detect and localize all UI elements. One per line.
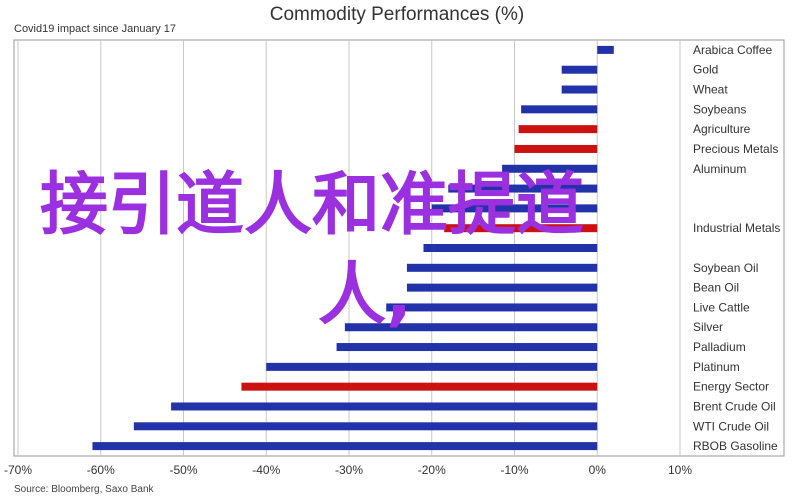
category-label: Gold xyxy=(693,63,718,77)
bar xyxy=(561,65,598,74)
bar xyxy=(344,323,598,332)
x-tick-label: -10% xyxy=(500,463,528,477)
category-label: Platinum xyxy=(693,360,740,374)
category-label: Industrial Metals xyxy=(693,221,780,235)
grid-lines xyxy=(13,39,785,457)
category-label: Bean Oil xyxy=(693,281,739,295)
x-tick-label: -60% xyxy=(87,463,115,477)
overlay-text-line2: 人, xyxy=(318,256,412,335)
bar xyxy=(423,244,598,252)
category-label: Agriculture xyxy=(693,122,751,136)
x-tick-label: -40% xyxy=(252,463,280,477)
bar xyxy=(444,224,598,233)
x-tick-label: -50% xyxy=(169,463,197,477)
bar xyxy=(561,85,598,94)
bar xyxy=(431,204,598,213)
category-label: Precious Metals xyxy=(693,142,778,156)
bar xyxy=(514,144,598,153)
x-tick-label: -30% xyxy=(335,463,363,477)
x-tick-label: -70% xyxy=(4,463,32,477)
category-label: Silver xyxy=(693,320,723,334)
bar xyxy=(502,164,598,173)
bar xyxy=(92,442,598,451)
category-labels: Arabica Coffee Gold Wheat Soybeans Agricultu… xyxy=(693,43,780,453)
x-tick-label: 10% xyxy=(668,463,692,477)
x-tick-label: -20% xyxy=(418,463,446,477)
bars xyxy=(92,45,614,451)
chart-title: Commodity Performances (%) xyxy=(269,4,525,25)
bar xyxy=(518,125,598,134)
category-label: WTI Crude Oil xyxy=(693,419,769,433)
x-axis-ticks: -70% -60% -50% -40% -30% -20% -10% 0% 10% xyxy=(4,463,692,477)
bar xyxy=(521,105,598,114)
bar xyxy=(266,362,598,371)
category-label: Palladium xyxy=(693,340,746,354)
bar xyxy=(386,303,598,312)
category-label: Soybean Oil xyxy=(693,261,758,275)
category-label: Brent Crude Oil xyxy=(693,399,776,413)
bar xyxy=(336,343,598,352)
category-label: RBOB Gasoline xyxy=(693,439,778,453)
bar xyxy=(133,422,598,431)
overlay-text-line1: 接引道人和准提道 xyxy=(40,166,585,245)
bar xyxy=(241,382,598,391)
category-label: Live Cattle xyxy=(693,300,750,314)
bar xyxy=(406,263,598,272)
chart-source: Source: Bloomberg, Saxo Bank xyxy=(14,484,154,495)
category-label: Arabica Coffee xyxy=(693,43,772,57)
chart-subtitle: Covid19 impact since January 17 xyxy=(14,23,177,35)
plot-border xyxy=(13,39,785,457)
bar xyxy=(406,283,598,292)
category-label: Soybeans xyxy=(693,102,746,116)
category-label: Aluminum xyxy=(693,162,746,176)
category-label: Wheat xyxy=(693,83,728,97)
bar xyxy=(448,184,598,193)
bar xyxy=(171,402,598,411)
bar xyxy=(597,45,614,54)
category-label: Energy Sector xyxy=(693,380,769,394)
x-tick-label: 0% xyxy=(589,463,607,477)
